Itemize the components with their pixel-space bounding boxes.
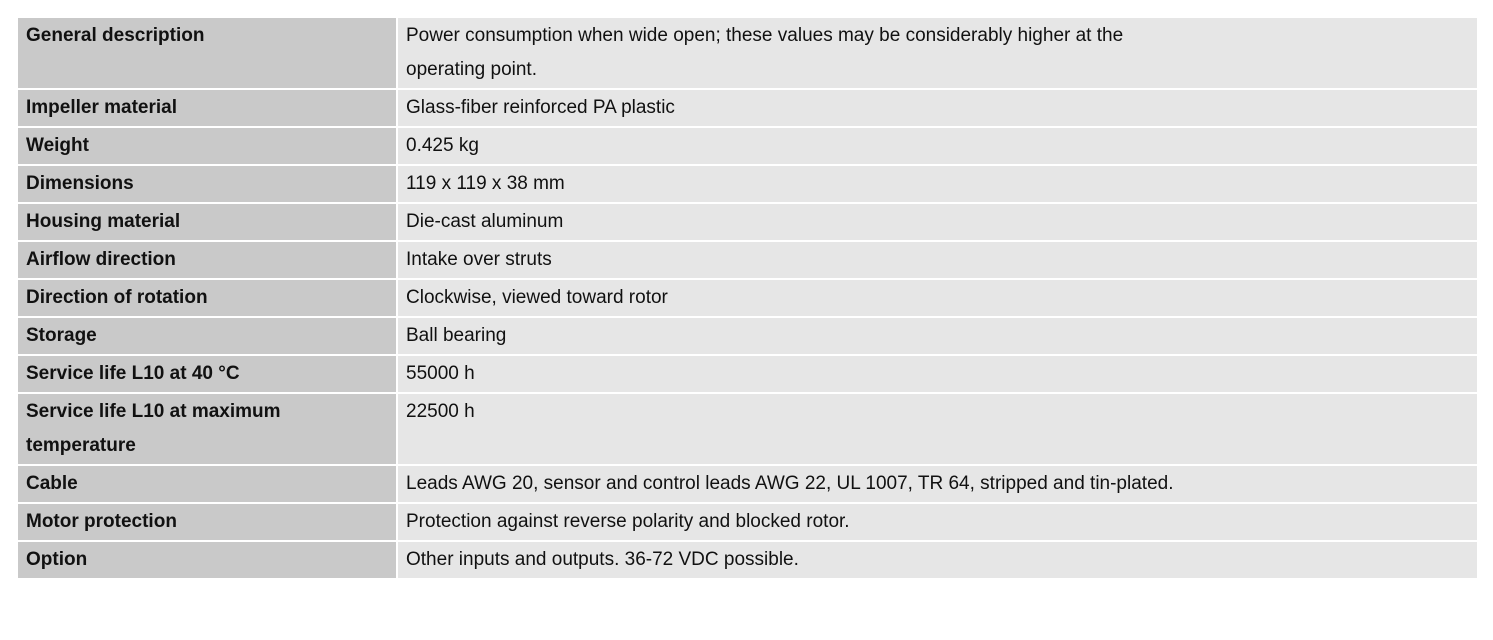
spec-table-wrap: General description Power consumption whe… bbox=[16, 16, 1479, 580]
spec-value: Clockwise, viewed toward rotor bbox=[406, 287, 668, 308]
spec-row: Weight 0.425 kg bbox=[18, 128, 1477, 164]
spec-row: Impeller material Glass-fiber reinforced … bbox=[18, 90, 1477, 126]
spec-value-cell: Die-cast aluminum bbox=[398, 204, 1477, 240]
spec-value: Protection against reverse polarity and … bbox=[406, 511, 850, 532]
spec-row: Option Other inputs and outputs. 36-72 VD… bbox=[18, 542, 1477, 578]
spec-value-cell: Intake over struts bbox=[398, 242, 1477, 278]
spec-value-cell: Protection against reverse polarity and … bbox=[398, 504, 1477, 540]
spec-label: Airflow direction bbox=[26, 249, 176, 270]
spec-label: Dimensions bbox=[26, 173, 134, 194]
spec-label-cell: Dimensions bbox=[18, 166, 396, 202]
spec-label-cell: Direction of rotation bbox=[18, 280, 396, 316]
spec-row: Motor protection Protection against rever… bbox=[18, 504, 1477, 540]
spec-label-cell: Motor protection bbox=[18, 504, 396, 540]
spec-label: Service life L10 at 40 °C bbox=[26, 363, 240, 384]
spec-value: Other inputs and outputs. 36-72 VDC poss… bbox=[406, 549, 799, 570]
spec-label: Storage bbox=[26, 325, 97, 346]
spec-value: Intake over struts bbox=[406, 249, 552, 270]
spec-label-cell: Service life L10 at maximum temperature bbox=[18, 394, 396, 464]
spec-label-cell: Cable bbox=[18, 466, 396, 502]
spec-label: Option bbox=[26, 549, 88, 570]
spec-label: Weight bbox=[26, 135, 89, 156]
spec-table: General description Power consumption whe… bbox=[16, 16, 1479, 580]
spec-value: 0.425 kg bbox=[406, 135, 479, 156]
spec-label-cell: Housing material bbox=[18, 204, 396, 240]
spec-row: General description Power consumption whe… bbox=[18, 18, 1477, 88]
spec-value: 119 x 119 x 38 mm bbox=[406, 173, 565, 194]
spec-value: 22500 h bbox=[406, 401, 475, 422]
spec-value-cell: Glass-fiber reinforced PA plastic bbox=[398, 90, 1477, 126]
spec-value: Die-cast aluminum bbox=[406, 211, 564, 232]
spec-row: Dimensions 119 x 119 x 38 mm bbox=[18, 166, 1477, 202]
spec-value-cell: 119 x 119 x 38 mm bbox=[398, 166, 1477, 202]
spec-value: Glass-fiber reinforced PA plastic bbox=[406, 97, 675, 118]
spec-value-cell: 0.425 kg bbox=[398, 128, 1477, 164]
spec-value: Leads AWG 20, sensor and control leads A… bbox=[406, 473, 1174, 494]
spec-value-cell: Leads AWG 20, sensor and control leads A… bbox=[398, 466, 1477, 502]
spec-label-cell: Impeller material bbox=[18, 90, 396, 126]
spec-value: Ball bearing bbox=[406, 325, 507, 346]
spec-value: 55000 h bbox=[406, 363, 475, 384]
spec-row: Direction of rotation Clockwise, viewed t… bbox=[18, 280, 1477, 316]
spec-label-cell: Service life L10 at 40 °C bbox=[18, 356, 396, 392]
spec-row: Airflow direction Intake over struts bbox=[18, 242, 1477, 278]
spec-label: General description bbox=[26, 25, 205, 46]
spec-label-cell: Airflow direction bbox=[18, 242, 396, 278]
spec-value-cell: Ball bearing bbox=[398, 318, 1477, 354]
spec-value: Power consumption when wide open; these … bbox=[406, 25, 1124, 80]
spec-label: Motor protection bbox=[26, 511, 177, 532]
spec-row: Housing material Die-cast aluminum bbox=[18, 204, 1477, 240]
spec-row: Service life L10 at maximum temperature 2… bbox=[18, 394, 1477, 464]
spec-value-cell: Other inputs and outputs. 36-72 VDC poss… bbox=[398, 542, 1477, 578]
spec-row: Service life L10 at 40 °C 55000 h bbox=[18, 356, 1477, 392]
spec-label: Service life L10 at maximum temperature bbox=[26, 401, 281, 456]
spec-label: Cable bbox=[26, 473, 78, 494]
spec-row: Storage Ball bearing bbox=[18, 318, 1477, 354]
spec-label: Direction of rotation bbox=[26, 287, 208, 308]
spec-label-cell: Storage bbox=[18, 318, 396, 354]
spec-value-cell: Clockwise, viewed toward rotor bbox=[398, 280, 1477, 316]
spec-value-cell: 22500 h bbox=[398, 394, 1477, 464]
spec-label: Impeller material bbox=[26, 97, 178, 118]
spec-value-cell: Power consumption when wide open; these … bbox=[398, 18, 1477, 88]
spec-value-cell: 55000 h bbox=[398, 356, 1477, 392]
spec-label: Housing material bbox=[26, 211, 181, 232]
spec-label-cell: General description bbox=[18, 18, 396, 88]
spec-row: Cable Leads AWG 20, sensor and control le… bbox=[18, 466, 1477, 502]
spec-label-cell: Option bbox=[18, 542, 396, 578]
spec-label-cell: Weight bbox=[18, 128, 396, 164]
